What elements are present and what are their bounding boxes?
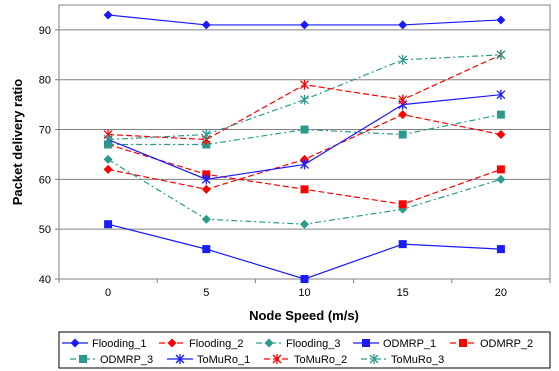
data-point-flooding-3 <box>103 154 113 164</box>
legend-item-odmrp-2: ODMRP_2 <box>450 338 533 350</box>
x-tick-label: 20 <box>495 287 507 299</box>
data-point-tomuro-2 <box>300 79 309 90</box>
x-tick-label: 15 <box>397 287 409 299</box>
data-point-odmrp-2 <box>300 185 309 194</box>
legend-item-tomuro-2: ToMuRo_2 <box>264 354 347 366</box>
data-point-tomuro-3 <box>103 134 113 145</box>
data-point-tomuro-3 <box>300 94 309 105</box>
legend-item-flooding-3: Flooding_3 <box>256 338 340 350</box>
data-point-odmrp-1 <box>398 240 407 249</box>
legend-label: ToMuRo_3 <box>391 354 444 366</box>
legend-marker <box>362 339 370 347</box>
x-tick-label: 10 <box>298 287 310 299</box>
data-point-odmrp-1 <box>300 275 309 283</box>
legend-marker <box>167 338 177 348</box>
x-axis-ticks: 0 5 10 15 20 <box>58 279 551 299</box>
series-line-odmrp-2 <box>107 143 502 205</box>
legend-label: ToMuRo_1 <box>197 354 250 366</box>
series-line-odmrp-1 <box>107 223 501 280</box>
data-point-tomuro-2 <box>398 94 408 105</box>
data-point-flooding-2 <box>496 130 506 140</box>
data-point-flooding-2 <box>398 110 408 120</box>
legend-marker <box>272 354 282 364</box>
legend-marker <box>459 339 467 347</box>
series-flooding-1 <box>103 10 506 30</box>
legend-label: ToMuRo_2 <box>294 354 347 366</box>
x-tick-label: 5 <box>203 287 209 299</box>
data-point-tomuro-3 <box>201 129 211 140</box>
data-point-flooding-1 <box>398 20 408 30</box>
data-point-flooding-2 <box>201 184 211 194</box>
data-point-odmrp-1 <box>104 220 113 229</box>
data-point-flooding-1 <box>201 20 211 30</box>
legend-box <box>58 331 551 369</box>
series-odmrp-1 <box>104 220 505 283</box>
legend-label: ODMRP_1 <box>383 338 436 350</box>
series-lines <box>103 10 506 283</box>
series-odmrp-2 <box>104 140 505 209</box>
legend-label: ODMRP_3 <box>100 354 153 366</box>
legend-item-odmrp-3: ODMRP_3 <box>70 354 153 366</box>
y-tick-label: 60 <box>39 174 51 186</box>
data-point-tomuro-3 <box>496 49 506 60</box>
data-point-odmrp-3 <box>300 125 309 134</box>
legend-item-tomuro-1: ToMuRo_1 <box>167 354 250 366</box>
y-tick-label: 90 <box>39 25 51 37</box>
data-point-flooding-2 <box>103 164 113 174</box>
legend-marker <box>369 354 379 364</box>
legend-label: Flooding_3 <box>286 338 340 350</box>
legend-item-flooding-1: Flooding_1 <box>62 338 146 350</box>
legend-label: ODMRP_2 <box>480 338 533 350</box>
y-axis-title: Packet delivery ratio <box>10 79 25 206</box>
data-point-tomuro-1 <box>201 174 211 185</box>
data-point-odmrp-2 <box>398 200 407 209</box>
data-point-flooding-3 <box>496 174 506 184</box>
legend-item-odmrp-1: ODMRP_1 <box>353 338 436 350</box>
legend-marker <box>70 338 80 348</box>
x-axis-title: Node Speed (m/s) <box>249 308 359 323</box>
y-tick-label: 70 <box>39 125 51 137</box>
legend: Flooding_1 Flooding_2 Flooding_3 ODMRP_1 ODM… <box>62 338 533 366</box>
data-point-flooding-1 <box>103 10 113 20</box>
y-axis-ticks: 40 50 60 70 80 90 <box>39 25 59 286</box>
data-point-tomuro-3 <box>398 54 408 65</box>
legend-marker <box>79 355 87 363</box>
legend-item-tomuro-3: ToMuRo_3 <box>361 354 444 366</box>
series-flooding-2 <box>103 110 506 194</box>
legend-label: Flooding_2 <box>189 338 243 350</box>
data-point-tomuro-1 <box>300 159 309 170</box>
y-tick-label: 80 <box>39 75 51 87</box>
grid <box>59 29 550 280</box>
data-point-odmrp-3 <box>398 130 407 139</box>
y-tick-label: 50 <box>39 224 51 236</box>
legend-label: Flooding_1 <box>92 338 146 350</box>
data-point-flooding-1 <box>300 20 309 30</box>
series-line-tomuro-3 <box>108 54 501 141</box>
legend-item-flooding-2: Flooding_2 <box>159 338 243 350</box>
x-tick-label: 0 <box>105 287 111 299</box>
data-point-odmrp-1 <box>496 245 505 254</box>
y-tick-label: 40 <box>39 274 51 286</box>
plot-frame <box>58 4 551 280</box>
legend-marker <box>264 338 274 348</box>
series-tomuro-3 <box>103 49 506 145</box>
data-point-flooding-3 <box>300 219 309 229</box>
data-point-odmrp-1 <box>202 245 211 254</box>
data-point-odmrp-3 <box>496 110 505 119</box>
data-point-flooding-1 <box>496 15 506 25</box>
data-point-tomuro-1 <box>496 89 506 100</box>
data-point-odmrp-2 <box>496 165 505 174</box>
legend-marker <box>175 354 185 364</box>
data-point-flooding-3 <box>201 214 211 224</box>
